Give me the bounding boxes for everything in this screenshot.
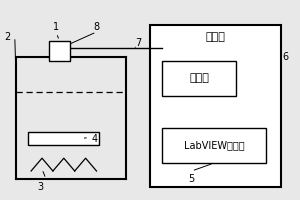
Text: 2: 2	[4, 32, 11, 42]
Bar	[28, 132, 100, 145]
Bar	[162, 128, 266, 163]
Text: 4: 4	[92, 134, 98, 144]
Bar	[49, 41, 70, 61]
Bar	[162, 61, 236, 96]
Text: 3: 3	[37, 182, 43, 192]
Text: 7: 7	[135, 38, 141, 48]
Text: 1: 1	[53, 22, 59, 32]
Text: LabVIEW虚拟机: LabVIEW虚拟机	[184, 140, 244, 150]
Text: 5: 5	[188, 174, 195, 184]
Text: 6: 6	[282, 52, 288, 62]
Text: 工控机: 工控机	[206, 32, 225, 42]
Bar	[150, 25, 281, 187]
Text: 采集卡: 采集卡	[189, 73, 209, 83]
Text: 8: 8	[93, 22, 100, 32]
